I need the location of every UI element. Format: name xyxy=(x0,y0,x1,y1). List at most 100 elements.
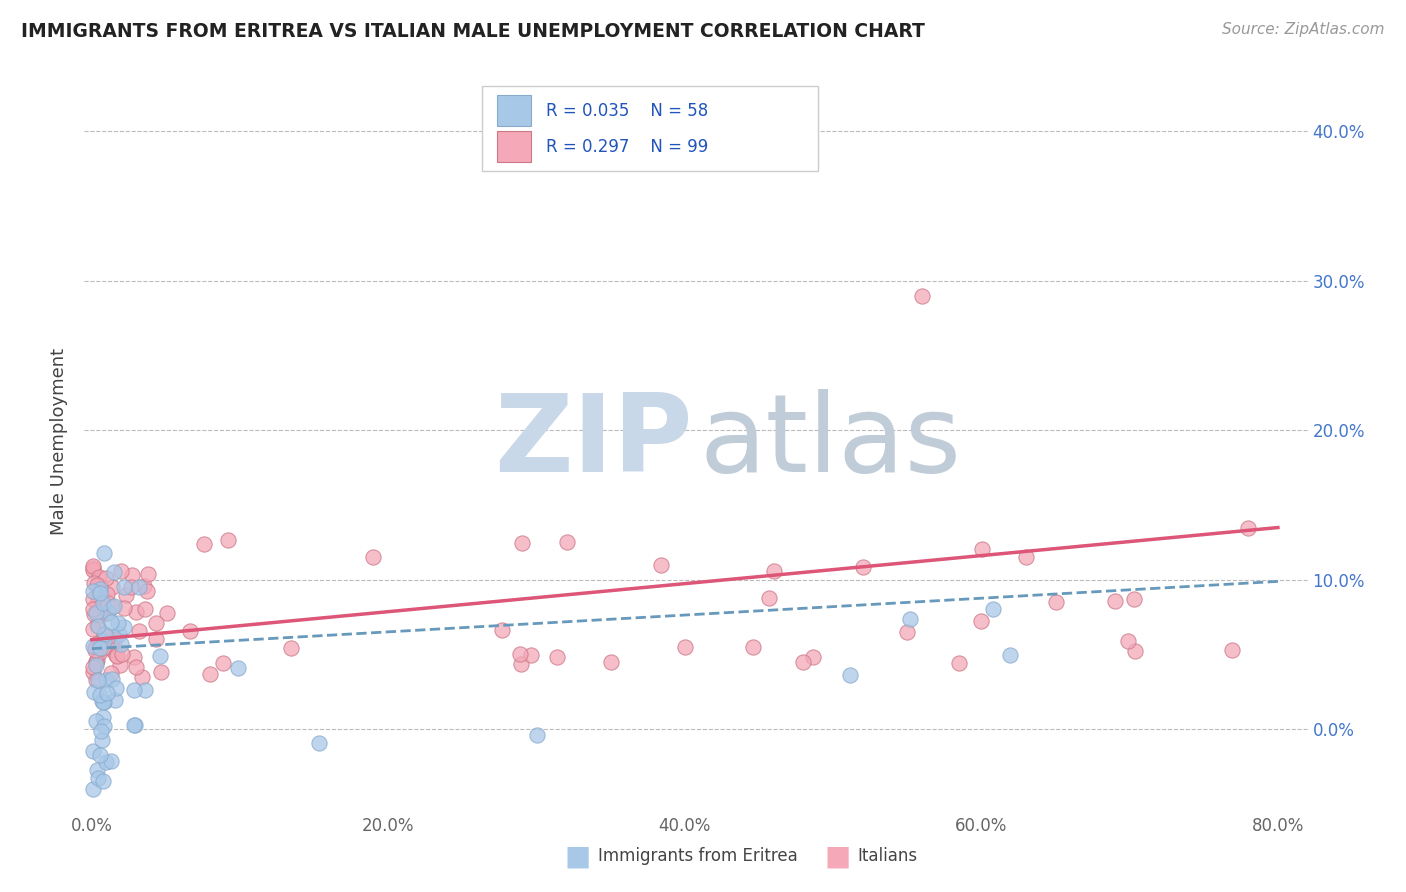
Point xyxy=(1122,592,1144,607)
Point xyxy=(101,600,124,615)
Point xyxy=(103,566,125,580)
Point xyxy=(93,695,115,709)
Point xyxy=(136,567,159,582)
Point xyxy=(105,681,128,695)
Point xyxy=(280,640,302,655)
Point xyxy=(1015,550,1038,565)
Point xyxy=(84,658,107,673)
Point xyxy=(1104,594,1126,608)
Point xyxy=(509,657,531,671)
Point xyxy=(107,615,129,630)
Text: atlas: atlas xyxy=(700,389,962,494)
Point xyxy=(86,597,108,611)
Point xyxy=(125,606,148,620)
Point xyxy=(128,624,150,639)
Point xyxy=(145,616,167,631)
Point xyxy=(546,650,568,665)
Point xyxy=(86,599,108,614)
Point xyxy=(896,625,918,640)
Point xyxy=(90,724,112,739)
Y-axis label: Male Unemployment: Male Unemployment xyxy=(51,348,69,535)
Point xyxy=(83,607,105,621)
Point xyxy=(491,623,513,637)
Point xyxy=(82,782,104,797)
Point xyxy=(852,560,875,574)
Point xyxy=(93,627,115,641)
Point xyxy=(84,655,107,669)
Point xyxy=(1123,644,1146,658)
Point xyxy=(97,605,120,619)
Point xyxy=(105,648,128,663)
Point xyxy=(124,649,146,664)
Point xyxy=(948,657,970,671)
Point xyxy=(838,668,860,682)
Point xyxy=(91,695,114,709)
Point xyxy=(87,590,110,604)
Text: Source: ZipAtlas.com: Source: ZipAtlas.com xyxy=(1222,22,1385,37)
Point xyxy=(86,619,108,633)
Point xyxy=(981,602,1004,616)
Point xyxy=(84,714,107,729)
Point xyxy=(89,579,111,593)
Point xyxy=(104,693,127,707)
Point xyxy=(1220,642,1243,657)
Point xyxy=(84,673,107,687)
Point xyxy=(103,599,125,613)
Point xyxy=(112,601,135,615)
Point xyxy=(91,597,114,611)
Point xyxy=(758,591,780,606)
Point xyxy=(100,580,122,594)
Point xyxy=(134,683,156,698)
Point xyxy=(193,537,215,551)
Point xyxy=(96,607,118,621)
Point xyxy=(673,640,696,655)
Point xyxy=(91,640,114,655)
Point xyxy=(82,563,104,577)
Point xyxy=(110,565,132,579)
Point xyxy=(101,633,124,648)
Point xyxy=(110,647,132,661)
Point xyxy=(1116,633,1139,648)
Point xyxy=(803,650,825,665)
Point xyxy=(112,620,135,634)
Text: ■: ■ xyxy=(564,842,591,871)
Point xyxy=(82,744,104,758)
Point xyxy=(519,648,541,663)
Point xyxy=(101,673,124,687)
Point xyxy=(970,541,993,556)
Point xyxy=(200,666,222,681)
Point xyxy=(557,535,579,549)
Point xyxy=(510,536,533,550)
Point xyxy=(82,622,104,636)
Point xyxy=(650,558,672,572)
Point xyxy=(132,578,155,592)
Point xyxy=(94,755,117,769)
Point xyxy=(114,588,136,602)
Point xyxy=(90,599,112,613)
Point xyxy=(87,635,110,649)
Point xyxy=(86,577,108,591)
Point xyxy=(93,719,115,733)
Point xyxy=(86,763,108,777)
Point xyxy=(211,656,233,670)
Point xyxy=(91,733,114,747)
Point xyxy=(82,665,104,679)
Point xyxy=(742,640,765,655)
Point xyxy=(124,717,146,731)
Point xyxy=(86,653,108,667)
Point xyxy=(226,661,249,675)
Point xyxy=(89,689,111,703)
Point xyxy=(104,632,127,647)
Point xyxy=(124,717,146,731)
Text: R = 0.035    N = 58: R = 0.035 N = 58 xyxy=(546,102,707,120)
Point xyxy=(89,644,111,658)
Point xyxy=(898,612,921,626)
Point xyxy=(363,550,385,565)
Point xyxy=(89,608,111,623)
Point xyxy=(87,771,110,785)
Point xyxy=(93,633,115,648)
FancyBboxPatch shape xyxy=(482,87,818,171)
Point xyxy=(156,607,179,621)
Point xyxy=(91,694,114,708)
Point xyxy=(97,596,120,610)
